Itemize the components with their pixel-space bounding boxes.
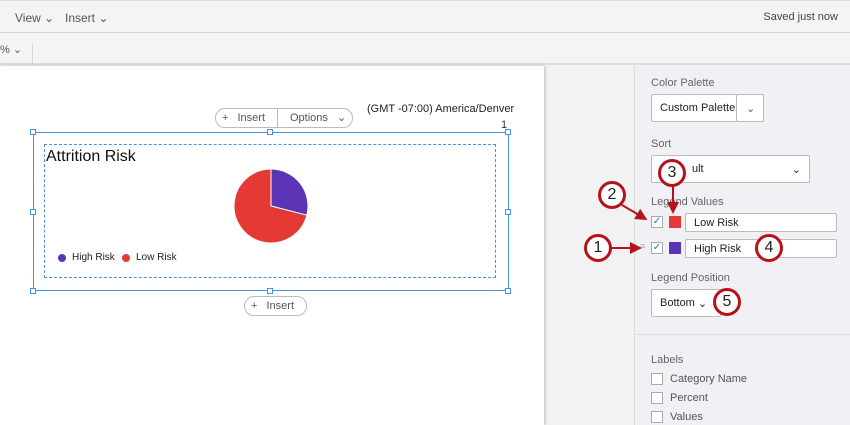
menu-bar: View ⌄ Insert ⌄ Saved just now	[0, 0, 850, 33]
menu-label: View	[15, 11, 41, 25]
resize-handle[interactable]	[30, 209, 36, 215]
chart-title: Attrition Risk	[46, 148, 136, 165]
drag-handle-icon[interactable]: ≡	[640, 241, 646, 251]
chevron-down-icon: ⌄	[791, 163, 801, 176]
zoom-value: %	[0, 44, 10, 56]
color-swatch-low[interactable]	[669, 216, 681, 228]
resize-handle[interactable]	[30, 129, 36, 135]
option-label: Category Name	[670, 373, 748, 385]
legend-checkbox-high[interactable]: ✓	[651, 242, 663, 254]
sort-label: Sort	[651, 138, 672, 150]
save-status: Saved just now	[763, 11, 838, 23]
insert-below-button[interactable]: + Insert	[244, 296, 307, 316]
color-palette-label: Color Palette	[651, 77, 715, 89]
legend-item: High Risk	[58, 252, 115, 263]
page-number: 1	[501, 119, 508, 131]
resize-handle[interactable]	[505, 209, 511, 215]
legend-label: Low Risk	[136, 252, 177, 263]
labels-label: Labels	[651, 354, 684, 366]
menu-insert[interactable]: Insert ⌄	[65, 11, 109, 25]
toolbar: % ⌄	[0, 33, 850, 75]
legend-position-value: Bottom	[660, 297, 695, 309]
legend-value-text: High Risk	[694, 242, 742, 255]
legend-checkbox-low[interactable]: ✓	[651, 216, 663, 228]
callout-5: 5	[713, 288, 741, 316]
widget-toolbar: + Insert Options ⌄	[215, 108, 354, 128]
zoom-select[interactable]: % ⌄	[0, 43, 33, 75]
pie-slice-low-risk	[233, 168, 308, 244]
option-label: Values	[670, 411, 703, 423]
timezone-label: (GMT -07:00) America/Denver	[367, 103, 515, 115]
legend-value-input-low[interactable]: Low Risk	[685, 213, 837, 232]
legend-value-text: Low Risk	[694, 216, 739, 229]
settings-panel: Color Palette Custom Palette ⌄ Sort ult ⌄…	[634, 66, 850, 425]
callout-3: 3	[658, 159, 686, 187]
legend-item: Low Risk	[122, 252, 177, 263]
insert-label: Insert	[266, 300, 294, 312]
divider	[635, 334, 850, 335]
color-swatch-high[interactable]	[669, 242, 681, 254]
callout-1: 1	[584, 234, 612, 262]
insert-button[interactable]: + Insert	[216, 109, 278, 127]
options-button[interactable]: Options ⌄	[278, 109, 352, 127]
checkbox-percent[interactable]	[651, 392, 663, 404]
palette-dropdown-button[interactable]: ⌄	[736, 94, 764, 122]
pie-chart	[233, 168, 309, 244]
option-label: Percent	[670, 392, 708, 404]
resize-handle[interactable]	[505, 129, 511, 135]
callout-4: 4	[755, 234, 783, 262]
checkbox-category-name[interactable]	[651, 373, 663, 385]
pie-slice-high-risk	[270, 168, 309, 216]
legend-position-select[interactable]: Bottom ⌄	[651, 289, 721, 317]
resize-handle[interactable]	[30, 288, 36, 294]
palette-value: Custom Palette	[660, 102, 736, 114]
legend-swatch	[122, 253, 130, 262]
callout-2: 2	[598, 181, 626, 209]
options-label: Options	[290, 112, 328, 124]
resize-handle[interactable]	[505, 288, 511, 294]
legend-position-label: Legend Position	[651, 272, 730, 284]
legend-label: High Risk	[72, 252, 115, 263]
menu-view[interactable]: View ⌄	[15, 11, 55, 25]
color-palette-select[interactable]: Custom Palette	[651, 94, 737, 122]
chart-widget	[44, 144, 496, 278]
insert-label: Insert	[237, 112, 265, 124]
report-canvas: (GMT -07:00) America/Denver 1 + Insert O…	[0, 66, 544, 425]
resize-handle[interactable]	[267, 129, 273, 135]
checkbox-values[interactable]	[651, 411, 663, 423]
resize-handle[interactable]	[267, 288, 273, 294]
sort-value: ult	[692, 163, 704, 175]
menu-label: Insert	[65, 11, 96, 25]
legend-swatch	[58, 253, 66, 262]
